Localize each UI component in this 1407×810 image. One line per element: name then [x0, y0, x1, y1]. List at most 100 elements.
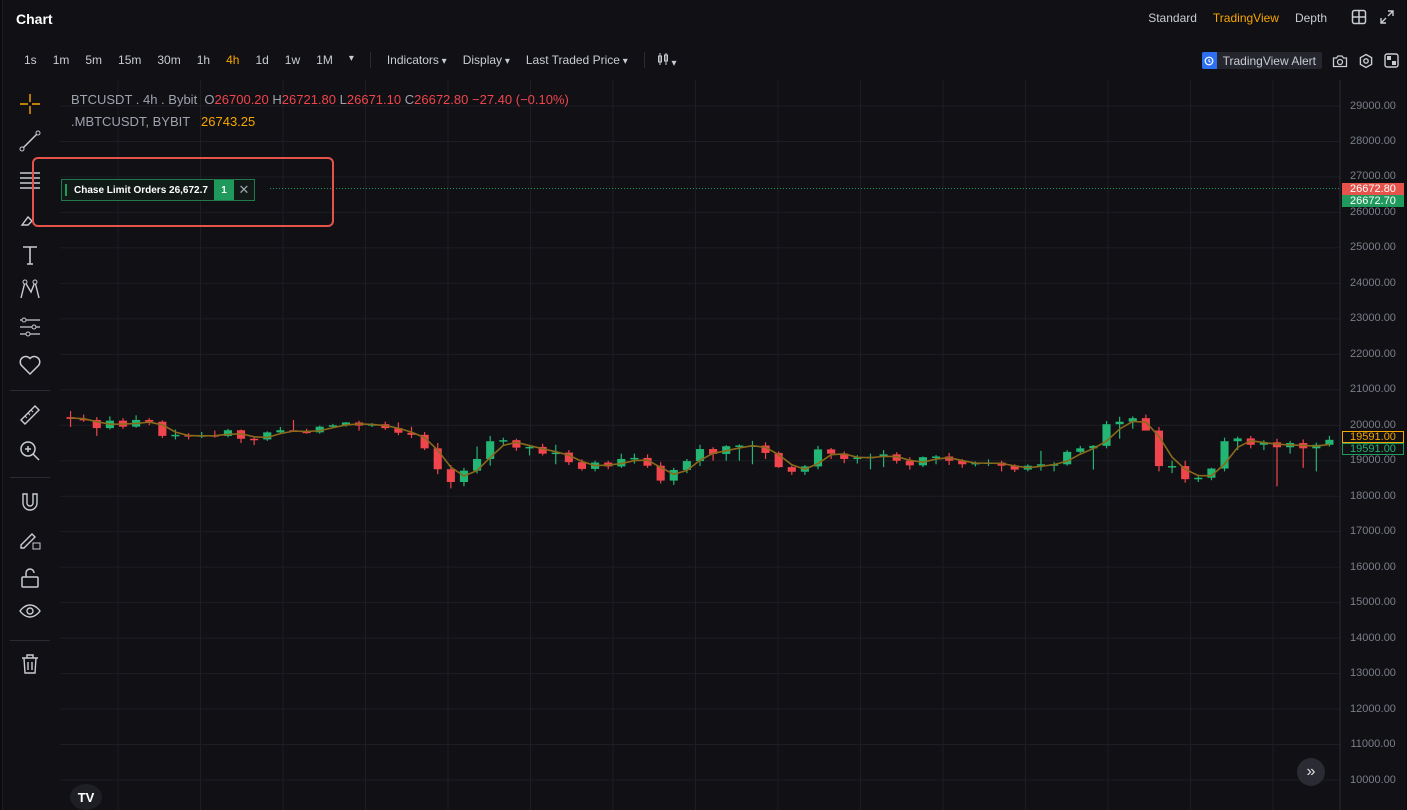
timeframe-1d[interactable]: 1d	[255, 53, 269, 67]
view-tradingview[interactable]: TradingView	[1212, 11, 1279, 25]
mark-price-value: 26743.25	[201, 114, 256, 129]
candle-body	[709, 449, 718, 454]
candle-body	[564, 452, 573, 463]
change-value: −27.40 (−0.10%)	[472, 92, 569, 107]
crosshair-icon[interactable]	[18, 92, 42, 116]
fullscreen-icon[interactable]	[1384, 53, 1399, 68]
indicators-dropdown[interactable]: Indicators	[379, 53, 455, 67]
view-depth[interactable]: Depth	[1294, 11, 1327, 25]
candle-body	[1076, 448, 1085, 452]
price-tick-label: 21000.00	[1350, 383, 1396, 396]
timeframe-4h[interactable]: 4h	[226, 53, 240, 67]
tradingview-logo: TV	[70, 784, 102, 810]
close-label: C	[404, 92, 415, 107]
candle-body	[158, 421, 167, 436]
candle-body	[92, 419, 101, 429]
candle-body	[1233, 438, 1242, 442]
candle-body	[905, 460, 914, 466]
candle-body	[630, 457, 639, 460]
alarm-clock-icon	[1201, 52, 1217, 69]
chart-toolbar: 1s 1m 5m 15m 30m 1h 4h 1d 1w 1M ▾ Indica…	[0, 48, 1407, 72]
price-tick-label: 19000.00	[1350, 454, 1396, 467]
trend-line-icon[interactable]	[18, 129, 42, 153]
toolbar-divider	[10, 477, 50, 478]
scroll-to-realtime-button[interactable]: »	[1297, 758, 1325, 786]
price-tick-label: 26000.00	[1350, 205, 1396, 218]
timeframe-1M[interactable]: 1M	[316, 53, 333, 67]
chart-legend: BTCUSDT . 4h . Bybit O26700.20 H26721.80…	[71, 92, 569, 129]
candle-body	[1115, 421, 1124, 425]
timeframe-5m[interactable]: 5m	[85, 53, 103, 67]
timeframe-more-chevron-icon[interactable]: ▾	[348, 53, 354, 64]
unlock-icon[interactable]	[18, 566, 42, 590]
heart-icon[interactable]	[18, 353, 42, 377]
price-tick-label: 23000.00	[1350, 312, 1396, 325]
chase-limit-order-tag[interactable]: Chase Limit Orders 26,672.7 1 ✕	[61, 179, 255, 201]
mark-price-row: .MBTCUSDT, BYBIT 26743.25	[71, 114, 569, 129]
timeframe-1w[interactable]: 1w	[284, 53, 301, 67]
horizontal-lines-icon[interactable]	[18, 168, 42, 192]
pattern-icon[interactable]	[18, 278, 42, 302]
candle-body	[1141, 418, 1150, 431]
candle-body	[171, 434, 180, 437]
camera-icon[interactable]	[1332, 54, 1348, 68]
ohlc-row: BTCUSDT . 4h . Bybit O26700.20 H26721.80…	[71, 92, 569, 107]
candle-body	[577, 462, 587, 469]
toolbar-divider	[369, 52, 371, 68]
candle-body	[1259, 442, 1268, 445]
open-value: 26700.20	[214, 92, 269, 107]
expand-icon[interactable]	[1379, 9, 1395, 25]
moving-average-line	[70, 417, 1330, 477]
low-value: 26671.10	[346, 92, 402, 107]
timeframe-15m[interactable]: 15m	[118, 53, 142, 67]
candle-body	[486, 441, 495, 459]
price-tick-label: 27000.00	[1350, 170, 1396, 183]
chase-order-label: Chase Limit Orders 26,672.7	[62, 180, 214, 200]
layout-grid-icon[interactable]	[1351, 9, 1367, 25]
eye-icon[interactable]	[18, 600, 42, 624]
zoom-in-icon[interactable]	[18, 439, 42, 463]
candle-body	[473, 458, 482, 471]
candle-body	[250, 438, 259, 441]
candle-body	[918, 457, 927, 466]
timeframe-1h[interactable]: 1h	[196, 53, 211, 67]
close-icon[interactable]: ✕	[238, 182, 250, 197]
candle-body	[682, 461, 691, 470]
price-tick-label: 15000.00	[1350, 596, 1396, 609]
settings-icon[interactable]	[1358, 53, 1374, 69]
candle-body	[787, 467, 796, 472]
candle-body	[328, 425, 337, 427]
candle-body	[695, 449, 705, 462]
candle-body	[446, 469, 455, 483]
price-type-dropdown[interactable]: Last Traded Price	[518, 53, 636, 67]
candle-body	[931, 456, 941, 458]
tradingview-alert-button[interactable]: TradingView Alert	[1201, 52, 1322, 69]
candle-body	[1207, 468, 1216, 478]
lock-drawing-icon[interactable]	[18, 528, 42, 552]
chart-type-candles-icon[interactable]: ▾	[653, 52, 677, 69]
trash-icon[interactable]	[18, 652, 42, 676]
price-tick-label: 28000.00	[1350, 134, 1396, 147]
price-tick-label: 22000.00	[1350, 347, 1396, 360]
candle-body	[958, 460, 967, 465]
view-standard[interactable]: Standard	[1148, 11, 1197, 25]
candle-body	[1063, 451, 1072, 465]
toolbar-divider	[10, 640, 50, 641]
open-label: O	[204, 92, 215, 107]
candle-body	[407, 432, 416, 435]
timeframe-1s[interactable]: 1s	[24, 53, 37, 67]
last-price-label: 26672.80	[1342, 183, 1404, 195]
display-dropdown[interactable]: Display	[455, 53, 518, 67]
candle-body	[1194, 477, 1203, 480]
magnet-icon[interactable]	[18, 491, 42, 515]
forecasting-icon[interactable]	[18, 315, 42, 339]
candle-body	[813, 449, 823, 467]
top-icons	[1351, 9, 1395, 25]
timeframe-1m[interactable]: 1m	[52, 53, 70, 67]
candle-body	[617, 458, 626, 467]
timeframe-30m[interactable]: 30m	[157, 53, 181, 67]
ruler-icon[interactable]	[18, 403, 42, 427]
text-icon[interactable]	[18, 243, 42, 267]
high-label: H	[272, 92, 282, 107]
